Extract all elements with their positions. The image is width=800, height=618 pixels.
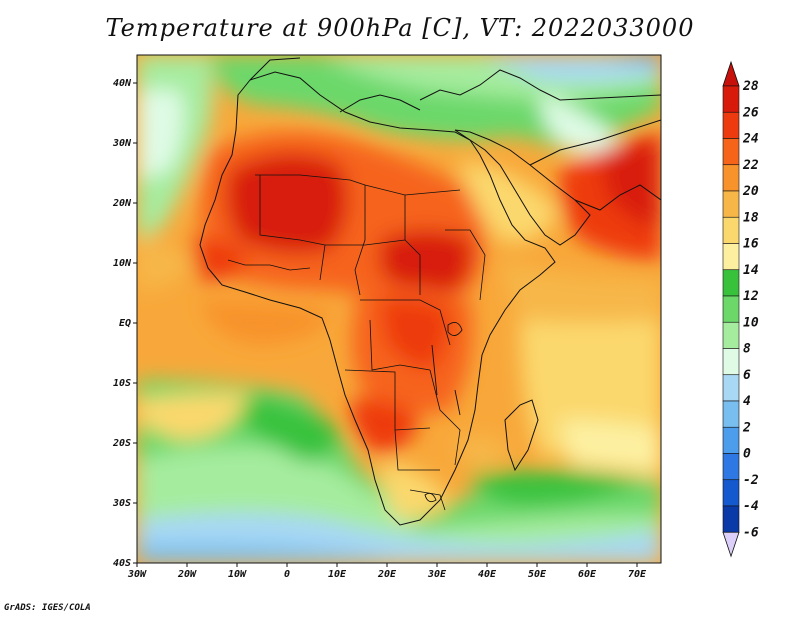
colorbar-swatch (722, 85, 740, 113)
longitude-axis: 30W 20W 10W 0 10E 20E 30E 40E 50E 60E 70E (127, 563, 647, 580)
colorbar-swatch (722, 243, 740, 271)
lon-tick-label: 70E (628, 569, 647, 580)
colorbar-swatch (722, 111, 740, 139)
lat-tick-label: 20N (112, 198, 132, 209)
lat-tick-label: 40S (113, 558, 131, 569)
colorbar-swatch (722, 426, 740, 454)
lon-tick-label: 20W (177, 569, 197, 580)
lon-tick-label: 10W (228, 569, 247, 580)
colorbar-swatch (722, 295, 740, 323)
coastlines (199, 57, 661, 526)
colorbar-swatch (722, 400, 740, 428)
colorbar-label: 16 (743, 237, 759, 252)
colorbar-label: 18 (743, 210, 759, 225)
colorbar-swatch (722, 190, 740, 218)
colorbar-label: 8 (743, 342, 751, 357)
credit-text: GrADS: IGES/COLA (4, 603, 91, 613)
lon-tick-label: 50E (528, 569, 547, 580)
colorbar-label: 4 (743, 394, 751, 409)
colorbar-swatch (722, 321, 740, 349)
latitude-axis: 40N 30N 20N 10N EQ 10S 20S 30S 40S (112, 78, 137, 569)
colorbar-label: 20 (742, 184, 759, 199)
colorbar-label: -4 (743, 499, 759, 514)
colorbar-label: 2 (742, 420, 751, 435)
colorbar-label: -2 (743, 473, 759, 488)
lon-tick-label: 20E (377, 569, 397, 580)
colorbar-label: -6 (743, 525, 759, 540)
lon-tick-label: 30E (427, 569, 447, 580)
colorbar-label: 24 (742, 132, 759, 147)
colorbar-swatch (722, 453, 740, 481)
lon-tick-label: 60E (578, 569, 597, 580)
colorbar-label: 26 (742, 105, 759, 120)
temperature-field (137, 55, 661, 563)
colorbar-top-arrow (722, 60, 740, 87)
colorbar-bottom-arrow (722, 531, 740, 558)
lon-tick-label: 10E (328, 569, 347, 580)
lat-tick-label: 10S (113, 378, 131, 389)
colorbar-swatch (722, 216, 740, 244)
colorbar-label: 0 (743, 447, 751, 462)
lat-tick-label: 30S (112, 498, 131, 509)
colorbar-swatch (722, 505, 740, 533)
lat-tick-label: 40N (113, 78, 132, 89)
colorbar-label: 22 (742, 158, 759, 173)
colorbar-swatch (722, 138, 740, 166)
lat-tick-label: 30N (112, 138, 132, 149)
colorbar-label: 28 (742, 79, 759, 94)
lon-tick-label: 0 (284, 569, 290, 580)
map-frame (136, 54, 662, 564)
colorbar-label: 10 (743, 315, 759, 330)
map-title: Temperature at 900hPa [C], VT: 202203300… (105, 14, 695, 42)
lat-tick-label: 20S (112, 438, 131, 449)
colorbar-swatch (722, 269, 740, 297)
colorbar-swatch (722, 479, 740, 507)
lakes (424, 321, 463, 503)
colorbar-label: 6 (743, 368, 751, 383)
colorbar-swatch (722, 374, 740, 402)
lon-tick-label: 30W (127, 569, 147, 580)
colorbar-swatch (722, 164, 740, 192)
colorbar-label: 12 (743, 289, 759, 304)
lat-tick-label: 10N (113, 258, 132, 269)
colorbar-swatch (722, 348, 740, 376)
country-borders (227, 174, 486, 511)
lat-tick-label: EQ (119, 318, 131, 329)
colorbar-label: 14 (743, 263, 759, 278)
lon-tick-label: 40E (478, 569, 497, 580)
